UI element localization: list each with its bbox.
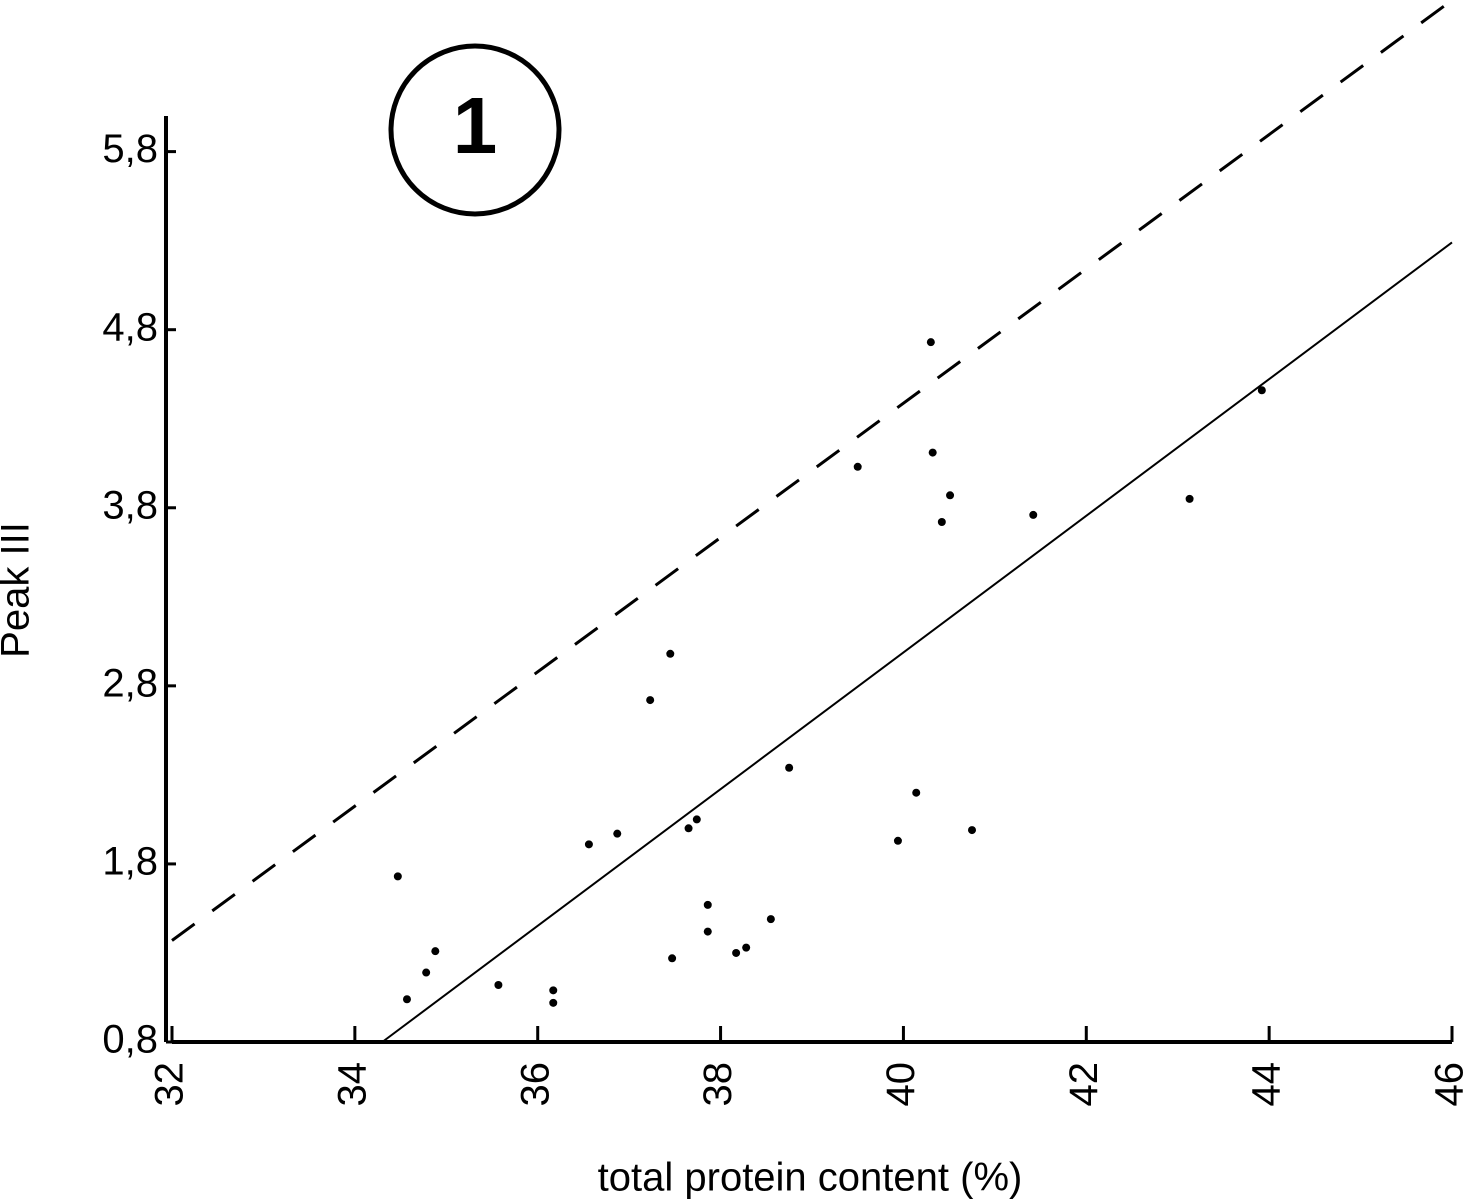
x-tick-label: 42: [1062, 1062, 1106, 1107]
point: [937, 518, 946, 527]
point: [926, 338, 935, 347]
point: [1029, 510, 1038, 519]
x-tick-label: 40: [879, 1062, 923, 1107]
point: [742, 943, 751, 952]
point: [549, 998, 558, 1007]
point: [703, 927, 712, 936]
x-tick-label: 44: [1245, 1062, 1289, 1107]
point: [549, 986, 558, 995]
point: [1185, 494, 1194, 503]
x-axis-title: total protein content (%): [598, 1156, 1023, 1200]
point: [1257, 386, 1266, 395]
y-tick-label: 3,8: [102, 483, 158, 527]
point: [494, 981, 503, 990]
y-tick-label: 2,8: [102, 661, 158, 705]
x-tick-label: 46: [1428, 1062, 1468, 1107]
point: [785, 763, 794, 772]
fit-line: [381, 241, 1453, 1043]
point: [928, 448, 937, 457]
annotation-circle: [388, 43, 562, 217]
point: [668, 954, 677, 963]
point: [968, 826, 976, 835]
fit-line: [171, 0, 1453, 942]
annotation: 1: [453, 81, 498, 170]
point: [666, 649, 675, 658]
y-tick-label: 1,8: [102, 839, 158, 883]
point: [893, 836, 902, 845]
point: [613, 829, 622, 838]
x-tick-label: 36: [513, 1062, 557, 1107]
point: [584, 840, 593, 849]
x-tick-label: 38: [696, 1062, 740, 1107]
y-tick-label: 0,8: [102, 1018, 158, 1062]
point: [912, 788, 921, 797]
y-axis-title: Peak III: [0, 522, 38, 658]
point: [402, 995, 411, 1004]
point: [766, 915, 775, 924]
point: [646, 696, 655, 705]
point: [946, 491, 955, 500]
point: [732, 948, 741, 957]
point: [703, 900, 712, 909]
y-tick-label: 4,8: [102, 305, 158, 349]
y-tick-label: 5,8: [102, 127, 158, 171]
x-tick-label: 34: [330, 1062, 374, 1107]
point: [684, 824, 693, 833]
x-tick-label: 32: [148, 1062, 192, 1107]
point: [393, 872, 402, 881]
point: [853, 462, 862, 471]
point: [692, 815, 701, 824]
point: [422, 968, 431, 977]
point: [431, 947, 440, 956]
